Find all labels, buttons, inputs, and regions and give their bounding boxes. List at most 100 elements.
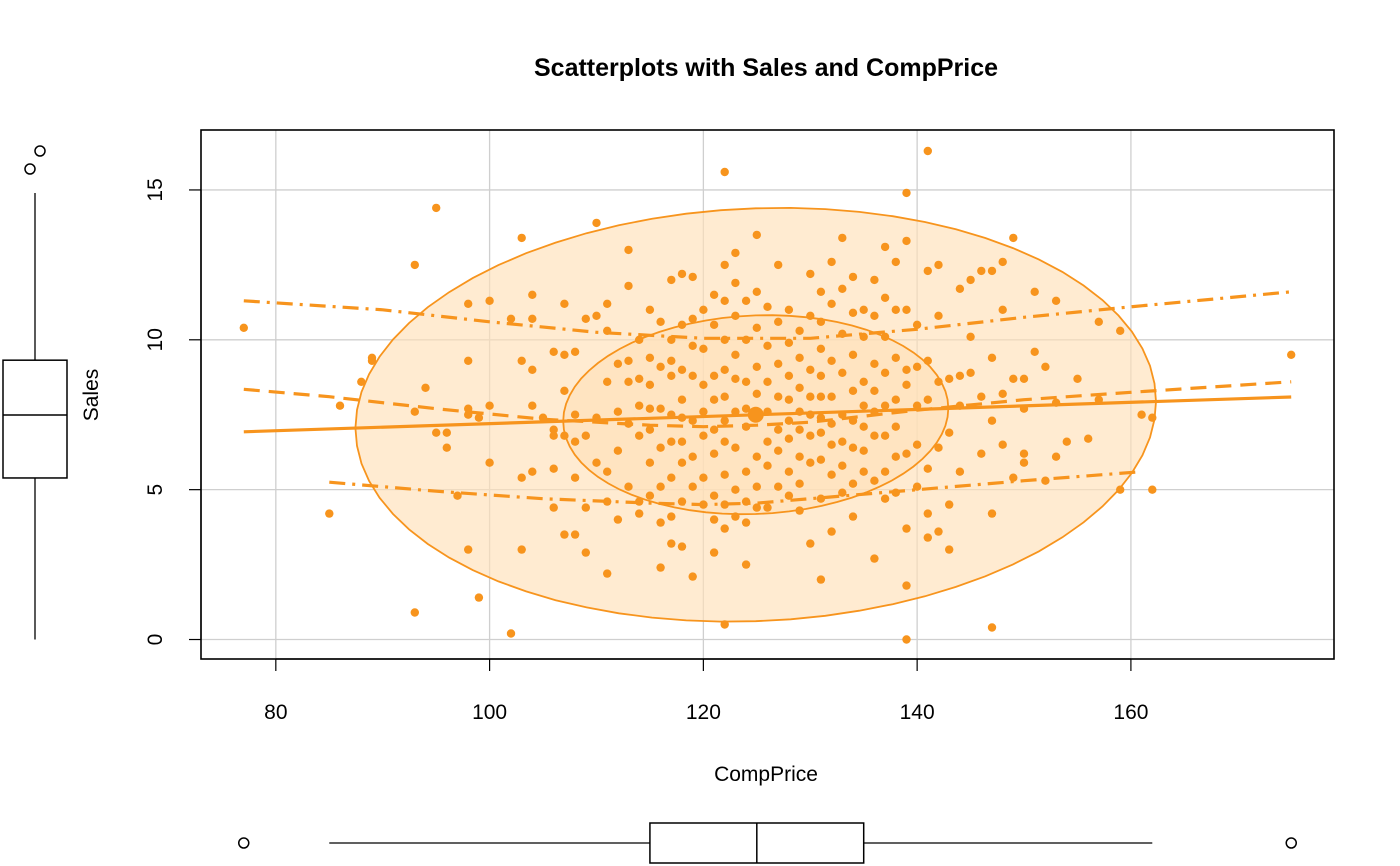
data-point (656, 518, 665, 527)
data-point (784, 467, 794, 476)
data-point (1287, 350, 1296, 359)
data-point (923, 533, 932, 542)
data-point (827, 299, 836, 308)
data-point (603, 569, 612, 578)
data-point (720, 167, 729, 177)
data-point (880, 242, 890, 252)
data-point (325, 509, 334, 518)
data-point (688, 452, 697, 461)
data-point (784, 371, 794, 380)
data-point (528, 467, 537, 476)
data-point (923, 395, 932, 404)
data-point (667, 335, 676, 344)
data-point (795, 383, 804, 392)
data-point (827, 257, 836, 267)
data-point (656, 482, 665, 491)
data-point (998, 389, 1007, 398)
data-point (816, 575, 826, 584)
data-point (806, 311, 815, 320)
data-point (731, 512, 740, 521)
data-point (848, 350, 858, 359)
data-point (795, 353, 804, 362)
data-point (945, 428, 954, 437)
data-point (741, 518, 751, 527)
data-point (752, 362, 761, 371)
data-point (774, 392, 783, 401)
data-point (699, 473, 708, 482)
data-point (677, 542, 687, 551)
data-point (934, 527, 943, 536)
data-point (560, 431, 569, 440)
data-point (763, 461, 772, 470)
y-box-outlier (24, 163, 36, 175)
data-point (699, 407, 708, 416)
data-point (880, 494, 890, 503)
data-point (239, 323, 248, 332)
data-point (741, 467, 751, 476)
data-point (688, 314, 697, 323)
data-point (677, 269, 687, 279)
data-point (581, 503, 590, 512)
data-point (667, 356, 676, 365)
data-point (709, 449, 719, 458)
data-point (635, 497, 644, 506)
data-point (741, 404, 751, 413)
data-point (720, 335, 729, 344)
data-point (955, 284, 965, 293)
y-tick-label: 10 (144, 328, 167, 351)
data-point (848, 272, 858, 282)
data-point (870, 431, 879, 440)
data-point (891, 353, 900, 362)
data-point (699, 431, 708, 440)
data-point (795, 407, 804, 416)
data-point (688, 272, 697, 282)
data-point (656, 563, 665, 572)
x-axis: 80 100 120 140 160 (264, 658, 1148, 724)
data-point (677, 365, 687, 374)
data-point (902, 581, 911, 590)
data-point (656, 362, 665, 371)
data-point (816, 494, 826, 503)
data-point (645, 491, 655, 500)
data-point (570, 437, 580, 446)
data-point (1062, 437, 1072, 446)
data-point (859, 305, 868, 314)
data-point (656, 317, 665, 326)
data-point (709, 395, 719, 404)
data-point (945, 500, 954, 509)
data-point (592, 311, 601, 320)
data-point (838, 437, 847, 446)
data-point (998, 440, 1007, 449)
data-point (806, 410, 815, 419)
data-point (741, 377, 751, 386)
data-point (870, 554, 879, 563)
y-axis: 0 5 10 15 (144, 178, 202, 645)
data-point (442, 428, 451, 437)
y-boxplot (2, 145, 68, 640)
data-point (880, 293, 890, 302)
data-point (891, 395, 900, 404)
data-point (848, 416, 858, 425)
data-point (603, 299, 612, 308)
data-point (688, 341, 697, 350)
data-point (731, 407, 740, 416)
data-point (432, 203, 441, 213)
data-point (731, 248, 740, 258)
data-point (667, 473, 676, 482)
data-point (635, 335, 644, 344)
data-point (1009, 473, 1018, 482)
data-point (464, 356, 473, 365)
y-box-iqr (2, 359, 68, 479)
data-point (1030, 287, 1039, 296)
data-point (592, 458, 601, 467)
data-point (795, 425, 804, 434)
data-point (635, 401, 644, 410)
data-point (603, 377, 612, 386)
x-tick-label: 140 (900, 701, 935, 724)
data-point (1019, 449, 1029, 458)
data-point (432, 428, 441, 437)
data-point (464, 404, 473, 413)
data-point (806, 392, 815, 401)
data-point (848, 308, 858, 317)
